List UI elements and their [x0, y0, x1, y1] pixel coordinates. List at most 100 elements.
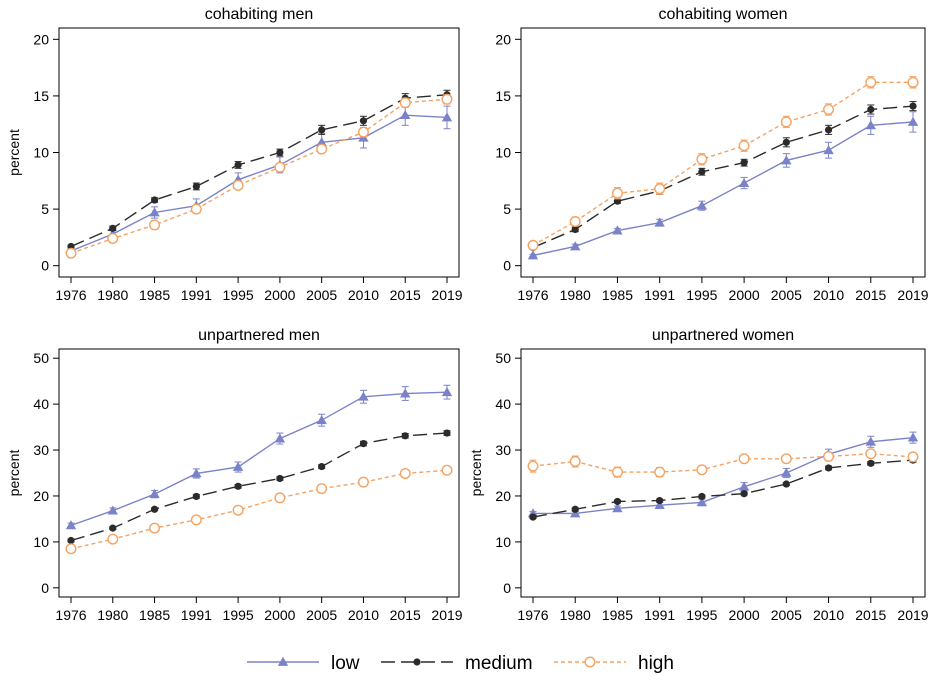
y-tick-label: 10: [33, 534, 49, 550]
series-line-low: [532, 121, 914, 257]
panel-2: unpartnered men percent 0 10 20 30 40 50 1976 198…: [6, 327, 463, 623]
x-tick-label: 1980: [97, 607, 128, 623]
data-point-high: [823, 103, 835, 115]
x-tick-label: 1976: [517, 607, 548, 623]
data-point-high: [907, 76, 919, 88]
series-medium: [67, 89, 451, 251]
data-point-low: [149, 488, 160, 499]
data-point-low: [400, 109, 411, 120]
data-point-high: [654, 183, 666, 195]
data-point-medium: [529, 513, 537, 521]
x-tick-label: 1985: [602, 287, 633, 303]
data-point-low: [781, 155, 792, 165]
data-point-low: [570, 241, 581, 251]
data-point-low: [232, 461, 244, 471]
data-point-high: [527, 460, 539, 472]
data-point-medium: [613, 497, 622, 506]
data-point-low: [865, 120, 876, 130]
data-point-high: [274, 492, 286, 504]
y-axis-label: percent: [468, 450, 484, 497]
x-tick-label: 2000: [729, 607, 760, 623]
data-point-low: [316, 414, 327, 425]
data-point-medium: [867, 105, 875, 114]
data-point-medium: [740, 159, 748, 167]
y-axis-label: percent: [6, 450, 22, 497]
data-point-low: [107, 505, 118, 515]
series-line-low: [70, 114, 448, 252]
data-point-high: [274, 161, 286, 173]
series-high: [65, 464, 453, 555]
plot-frame: [520, 27, 926, 278]
data-point-low: [612, 225, 623, 235]
data-point-medium: [401, 432, 409, 440]
series-line-medium: [532, 105, 914, 249]
data-point-low: [358, 391, 369, 401]
data-point-high: [107, 233, 119, 245]
series-line-high: [532, 453, 914, 473]
series-line-low: [533, 436, 914, 515]
panel-title: unpartnered women: [652, 327, 794, 344]
data-point-high: [907, 451, 919, 463]
data-point-low: [696, 200, 708, 210]
x-tick-label: 2010: [813, 607, 844, 623]
data-point-high: [611, 466, 623, 478]
y-tick-label: 5: [41, 201, 49, 217]
series-low: [527, 431, 919, 518]
data-point-low: [654, 217, 665, 227]
x-tick-label: 1980: [97, 287, 128, 303]
data-point-high: [399, 467, 411, 479]
data-point-medium: [276, 474, 284, 483]
y-tick-label: 15: [33, 88, 49, 104]
data-point-high: [149, 219, 161, 231]
data-point-medium: [276, 148, 284, 157]
legend-label: high: [638, 653, 674, 674]
data-point-medium: [192, 182, 200, 191]
x-tick-label: 2000: [264, 287, 295, 303]
data-point-high: [569, 216, 581, 228]
panel-title: cohabiting women: [659, 6, 788, 23]
series-high: [527, 76, 919, 251]
panel-0: cohabiting men percent 0 5 10 15 20 1976 1980 198…: [6, 6, 463, 303]
data-point-low: [907, 116, 919, 126]
x-tick-label: 1995: [223, 607, 254, 623]
x-tick-label: 2015: [855, 287, 886, 303]
data-point-medium: [318, 462, 326, 471]
data-point-medium: [571, 505, 579, 513]
series-low: [527, 111, 919, 260]
x-tick-label: 2010: [348, 607, 379, 623]
data-point-low: [781, 467, 792, 477]
data-point-medium: [824, 126, 833, 134]
data-point-low: [316, 137, 327, 147]
legend-item-low: low: [247, 653, 360, 674]
data-point-medium: [782, 480, 790, 488]
series-low: [65, 384, 453, 530]
data-point-medium: [867, 459, 875, 467]
y-tick-label: 0: [503, 258, 511, 274]
series-line-low: [70, 391, 448, 527]
data-point-medium: [571, 225, 579, 234]
data-point-high: [696, 464, 708, 476]
data-point-high: [316, 143, 328, 155]
y-tick-label: 50: [495, 350, 511, 366]
legend-marker: [584, 656, 596, 668]
plot-frame: [58, 27, 460, 278]
y-tick-label: 0: [41, 580, 49, 596]
data-point-medium: [740, 490, 748, 498]
data-point-medium: [824, 464, 833, 472]
panel-1: cohabiting women 0 5 10 15 20 1976 1980 1985 1991…: [495, 6, 928, 303]
data-point-high: [357, 126, 369, 138]
x-tick-label: 1991: [181, 607, 212, 623]
data-point-low: [527, 250, 539, 260]
legend-item-high: high: [554, 653, 674, 674]
data-point-low: [65, 520, 77, 530]
data-point-high: [823, 450, 835, 462]
x-tick-label: 1980: [560, 607, 591, 623]
y-tick-label: 0: [41, 258, 49, 274]
y-tick-label: 10: [495, 534, 511, 550]
data-point-low: [274, 433, 286, 443]
series-medium: [67, 429, 451, 545]
plot-frame: [520, 348, 926, 598]
x-tick-label: 1991: [644, 287, 675, 303]
data-point-high: [190, 514, 202, 526]
data-point-high: [232, 504, 244, 516]
